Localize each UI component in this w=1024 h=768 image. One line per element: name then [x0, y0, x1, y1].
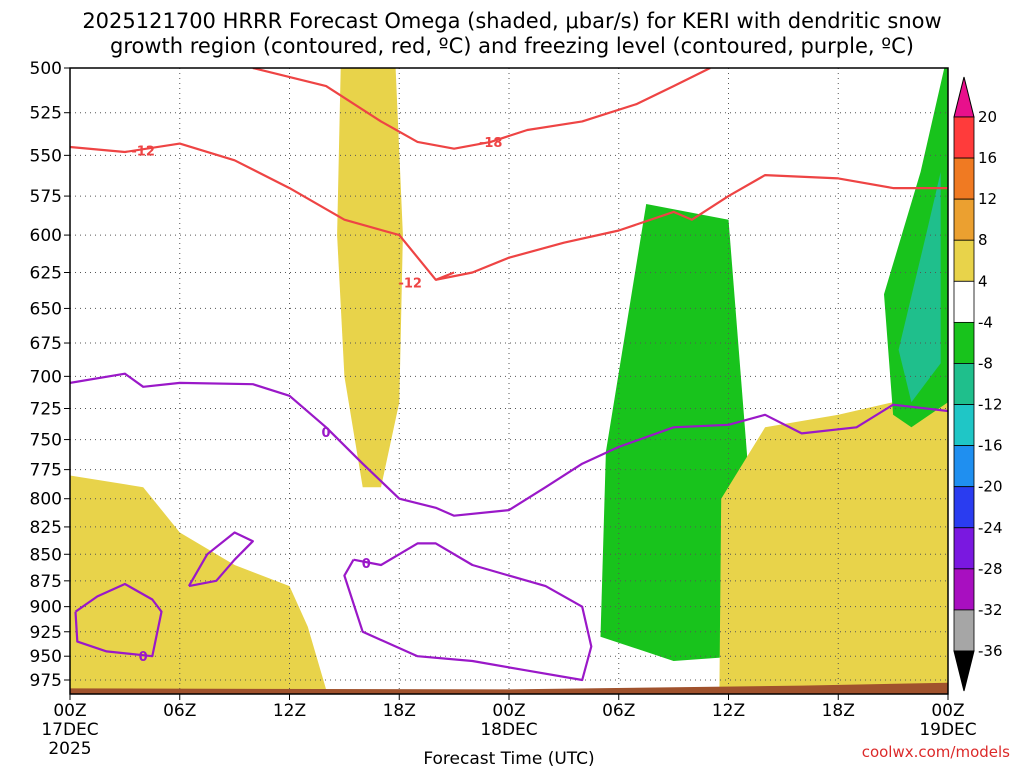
colorbar-top-cap: [953, 76, 975, 118]
time-label-42: 18Z: [822, 701, 855, 721]
pressure-label-750: 750: [30, 431, 62, 451]
credit-text: coolwx.com/models: [862, 743, 1010, 761]
colorbar-label--36: -36: [978, 642, 1003, 660]
dgz-contour-0: [70, 142, 948, 281]
colorbar-label-8: 8: [978, 231, 988, 249]
colorbar-label--8: -8: [978, 354, 993, 372]
pressure-label-775: 775: [30, 461, 62, 481]
pressure-label-675: 675: [30, 334, 62, 354]
omega-region-main-descent-green: [600, 204, 751, 661]
colorbar-label--4: -4: [978, 313, 993, 331]
pressure-label-850: 850: [30, 545, 62, 565]
pressure-label-950: 950: [30, 647, 62, 667]
dgz-contour-1: [252, 68, 711, 150]
colorbar: 20 16 12 8 4 -4 -8 -12 -16 -20 -24 -28 -32 -36: [953, 76, 1003, 692]
colorbar-label--16: -16: [978, 437, 1003, 455]
time-label-30: 06Z: [602, 701, 635, 721]
colorbar-band-8-to-12: [953, 198, 975, 241]
colorbar-label-16: 16: [978, 149, 997, 167]
chart-title-line-2: growth region (contoured, red, ºC) and f…: [110, 34, 914, 58]
omega-region-upper-band-hour-15-halo: [337, 68, 403, 488]
omega-region-late-upper-descent-teal: [898, 171, 941, 403]
pressure-label-725: 725: [30, 400, 62, 420]
terrain-layer: [70, 682, 948, 694]
time-label-6: 06Z: [163, 701, 196, 721]
pressure-label-900: 900: [30, 598, 62, 618]
colorbar-label--32: -32: [978, 601, 1003, 619]
pressure-axis: 500 525 550 575 600 625 650 675 700 725 750 775 800 8…: [30, 59, 70, 691]
colorbar-label--12: -12: [978, 396, 1003, 414]
date-label-48: 19DEC: [919, 720, 976, 740]
colorbar-band--32-to--28: [953, 568, 975, 611]
colorbar-band-16-to-20: [953, 116, 975, 159]
pressure-label-600: 600: [30, 226, 62, 246]
pressure-label-500: 500: [30, 59, 62, 79]
colorbar-band--24-to--20: [953, 486, 975, 529]
freezing-level-contour-3: [343, 542, 593, 682]
pressure-label-925: 925: [30, 623, 62, 643]
pressure-label-700: 700: [30, 367, 62, 387]
colorbar-label--24: -24: [978, 519, 1003, 537]
omega-region-late-ascent-yellow: [719, 376, 948, 690]
colorbar-label-4: 4: [978, 272, 988, 290]
omega-region-morning-yellow-rise: [70, 475, 327, 690]
colorbar-band--20-to--16: [953, 445, 975, 488]
pressure-label-875: 875: [30, 572, 62, 592]
time-label-36: 12Z: [712, 701, 745, 721]
year-label-0: 2025: [48, 739, 91, 759]
x-axis-label: Forecast Time (UTC): [423, 749, 594, 768]
dgz-label-2: -12: [398, 277, 422, 292]
freezing-level-contour-2: [187, 531, 254, 588]
freezing-level-label-1: 0: [139, 650, 148, 665]
colorbar-label-12: 12: [978, 190, 997, 208]
omega-shading-layer: [70, 68, 948, 690]
colorbar-band--36-to--32: [953, 609, 975, 652]
chart-title-line-1: 2025121700 HRRR Forecast Omega (shaded, …: [82, 9, 941, 33]
dgz-label-1: -18: [479, 136, 503, 151]
time-label-18: 18Z: [383, 701, 416, 721]
colorbar-band--4-to-4: [953, 280, 975, 323]
terrain-ground: [70, 682, 948, 694]
colorbar-band--8-to--4: [953, 321, 975, 364]
colorbar-band--12-to--8: [953, 363, 975, 405]
pressure-label-650: 650: [30, 299, 62, 319]
contour-layer: -12 -18 -12 0 0 0: [70, 68, 948, 682]
pressure-label-800: 800: [30, 490, 62, 510]
date-label-24: 18DEC: [480, 720, 537, 740]
colorbar-bottom-cap: [953, 650, 975, 692]
pressure-label-550: 550: [30, 146, 62, 166]
freezing-level-contour-0: [70, 372, 948, 517]
time-label-0: 00Z: [53, 701, 86, 721]
colorbar-label--20: -20: [978, 478, 1003, 496]
pressure-label-625: 625: [30, 263, 62, 283]
dgz-contour-2: [435, 271, 455, 281]
pressure-label-525: 525: [30, 104, 62, 124]
pressure-label-575: 575: [30, 187, 62, 207]
pressure-label-975: 975: [30, 671, 62, 691]
plot-area: -12 -18 -12 0 0 0: [70, 68, 948, 694]
colorbar-band-4-to-8: [953, 239, 975, 282]
freezing-level-contour-1: [74, 582, 163, 658]
pressure-label-825: 825: [30, 518, 62, 538]
date-label-0: 17DEC: [41, 720, 98, 740]
freezing-level-label-0: 0: [322, 426, 331, 441]
colorbar-label--28: -28: [978, 560, 1003, 578]
colorbar-band--28-to--24: [953, 527, 975, 570]
time-label-48: 00Z: [931, 701, 964, 721]
colorbar-label-20: 20: [978, 108, 997, 126]
time-label-12: 12Z: [273, 701, 306, 721]
dgz-label-0: -12: [131, 144, 155, 159]
colorbar-band--16-to--12: [953, 404, 975, 447]
time-label-24: 00Z: [492, 701, 525, 721]
colorbar-band-12-to-16: [953, 157, 975, 200]
freezing-level-label-3: 0: [362, 557, 371, 572]
